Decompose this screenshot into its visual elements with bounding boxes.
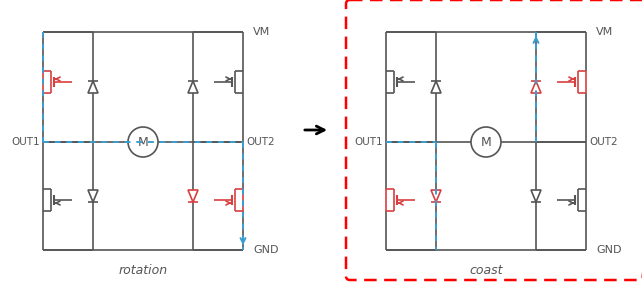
Text: rotation: rotation: [118, 263, 168, 277]
Text: OUT1: OUT1: [354, 137, 383, 147]
Text: coast: coast: [469, 263, 503, 277]
Text: VM: VM: [253, 27, 270, 37]
Text: M: M: [481, 136, 491, 148]
Text: GND: GND: [253, 245, 279, 255]
Text: GND: GND: [596, 245, 621, 255]
Text: M: M: [137, 136, 148, 148]
Text: OUT1: OUT1: [12, 137, 40, 147]
Text: OUT2: OUT2: [589, 137, 618, 147]
Text: VM: VM: [596, 27, 613, 37]
Text: OUT2: OUT2: [246, 137, 275, 147]
